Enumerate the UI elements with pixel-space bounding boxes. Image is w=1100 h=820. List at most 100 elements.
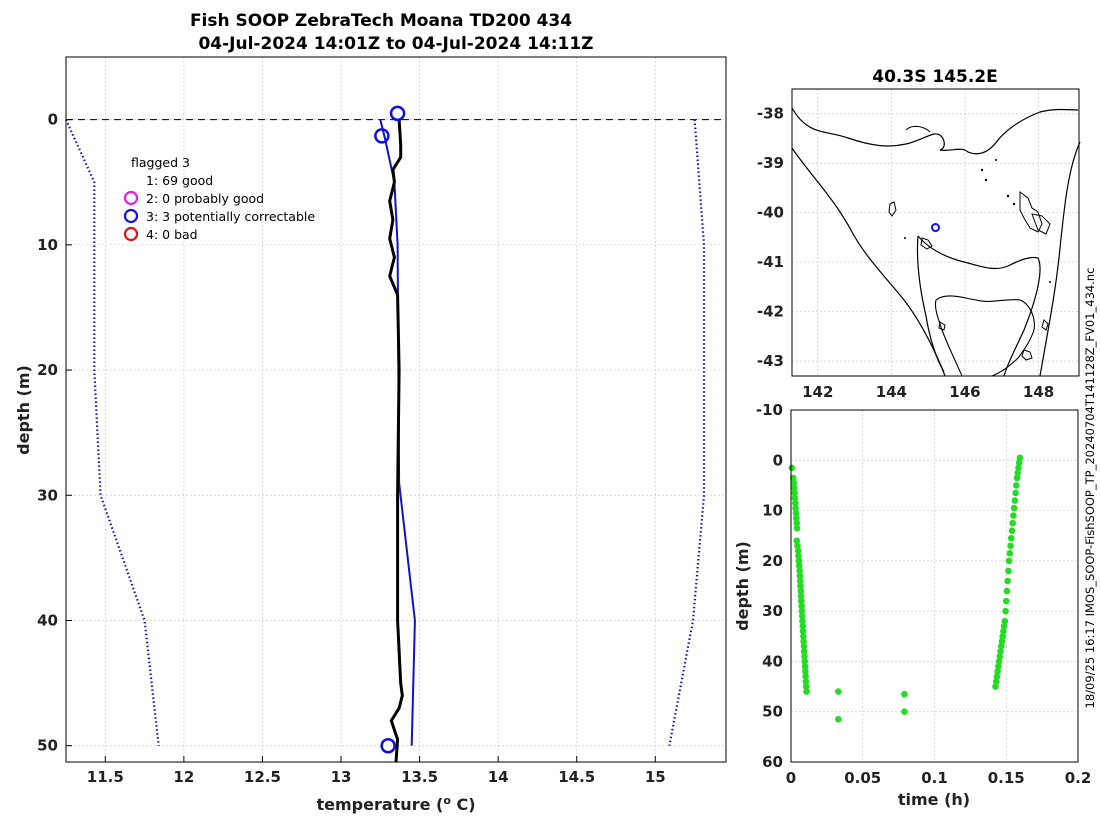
depth-time-point [1003,587,1011,595]
depth-time-point [795,562,803,570]
depth-time-point [1005,567,1012,575]
map-lat-tick-label: -39 [757,154,784,172]
map-frame [791,88,1080,377]
series-upper-bound [668,119,706,746]
legend-item-probably-good: 2: 0 probably good [146,191,264,206]
depth-time-point [791,489,798,497]
temperature-x-tick-label: 15 [645,768,666,786]
depth-time-point [993,673,1001,680]
depth-time-point [1013,474,1021,482]
depth-time-point [1010,504,1018,512]
depth-y-tick-label: 50 [37,737,58,755]
depth-time-point [800,638,807,645]
location-map: 40.3S 145.2E [757,67,1081,401]
chart-title-line-2: 04-Jul-2024 14:01Z to 04-Jul-2024 14:11Z [198,34,593,54]
depth-time-plot: 0 0.05 0.1 0.15 0.2 -10 0 10 20 30 40 50 60 time (h… [733,401,1091,809]
depth-time-point [999,632,1006,640]
depth-time-point [798,607,806,615]
legend-marker-bad [123,226,139,242]
depth-y-tick-label: 20 [37,361,58,379]
depth-time-point [801,663,809,670]
map-lat-tick-label: -41 [757,253,784,271]
depth-time-point [796,567,803,575]
depth-time-point [1015,464,1022,472]
legend-title: flagged 3 [131,155,190,170]
temperature-x-tick-label: 11.5 [87,768,124,786]
time-x-tick-label: 0.1 [921,769,948,787]
time-depth-y-tick-label: 50 [762,703,783,721]
depth-time-point [796,572,804,580]
time-depth-y-tick-label: 40 [762,652,783,670]
temperature-profile-plot: 11.5 12 12.5 13 13.5 14 14.5 15 0 10 20 30 40 50 tem… [14,56,727,814]
depth-time-point [1012,482,1020,489]
map-lat-tick-label: -42 [757,303,784,321]
depth-time-point [789,474,797,482]
depth-y-tick-label: 0 [48,111,58,129]
map-lon-tick-label: 144 [876,383,907,401]
time-x-axis-label: time (h) [898,790,970,809]
temperature-x-tick-label: 13.5 [401,768,438,786]
depth-time-point [801,658,809,665]
depth-time-point [800,632,807,640]
depth-time-point [997,648,1004,655]
depth-time-point [796,577,804,585]
depth-time-point [799,617,806,625]
depth-time-point [1000,627,1007,635]
temperature-x-tick-label: 14.5 [558,768,595,786]
depth-time-point [1010,512,1017,519]
depth-time-point [802,683,810,690]
depth-time-point [793,514,800,522]
depth-time-point [1009,519,1017,527]
depth-time-point [1007,534,1015,542]
depth-y-tick-label: 40 [37,611,58,629]
depth-time-point [1012,489,1019,497]
time-x-tick-label: 0 [786,769,796,787]
depth-time-point [997,643,1005,650]
flagged-point-marker [389,105,406,122]
depth-time-point [801,653,808,660]
depth-time-point [792,509,800,517]
depth-time-point [793,524,801,532]
depth-time-point [835,688,842,695]
time-depth-y-tick-label: -10 [756,401,783,419]
depth-time-point [995,663,1002,670]
depth-time-point [996,653,1004,660]
depth-time-point [1002,607,1009,615]
flag-legend: flagged 3 1: 69 good 2: 0 probably good … [123,155,315,242]
depth-time-point [1007,542,1014,550]
temperature-x-tick-label: 12 [173,768,194,786]
time-x-tick-label: 0.05 [844,769,881,787]
depth-time-point [1014,469,1022,477]
depth-time-point [795,552,802,560]
depth-time-point [995,658,1003,665]
time-depth-y-tick-label: 20 [762,552,783,570]
time-depth-y-tick-label: 30 [762,602,783,620]
time-x-tick-label: 0.2 [1065,769,1092,787]
depth-time-point [797,592,805,600]
depth-time-point [795,557,803,565]
temperature-x-tick-label: 13 [331,768,352,786]
time-depth-y-tick-label: 60 [762,753,783,771]
temperature-x-axis-label: temperature (o C) [316,794,475,814]
series-lower-bound [64,119,160,746]
time-depth-y-tick-label: 0 [773,451,783,469]
depth-time-point [790,479,798,487]
depth-time-point [793,537,801,545]
depth-time-point [797,582,804,590]
series-reference-profile [379,119,416,746]
map-lon-tick-label: 148 [1023,383,1054,401]
depth-time-frame [790,409,1079,763]
time-depth-y-tick-label: 10 [762,502,783,520]
coastline [791,107,1081,377]
map-lat-tick-label: -40 [757,204,784,222]
depth-time-point [797,587,805,595]
depth-time-point [798,602,805,610]
location-marker [931,223,940,233]
map-lat-tick-label: -38 [757,105,784,123]
series-profile [388,119,404,763]
depth-time-point [788,464,796,472]
depth-time-point [792,499,799,507]
legend-item-bad: 4: 0 bad [146,227,198,242]
depth-time-point [794,547,802,555]
depth-time-point [992,678,1000,685]
